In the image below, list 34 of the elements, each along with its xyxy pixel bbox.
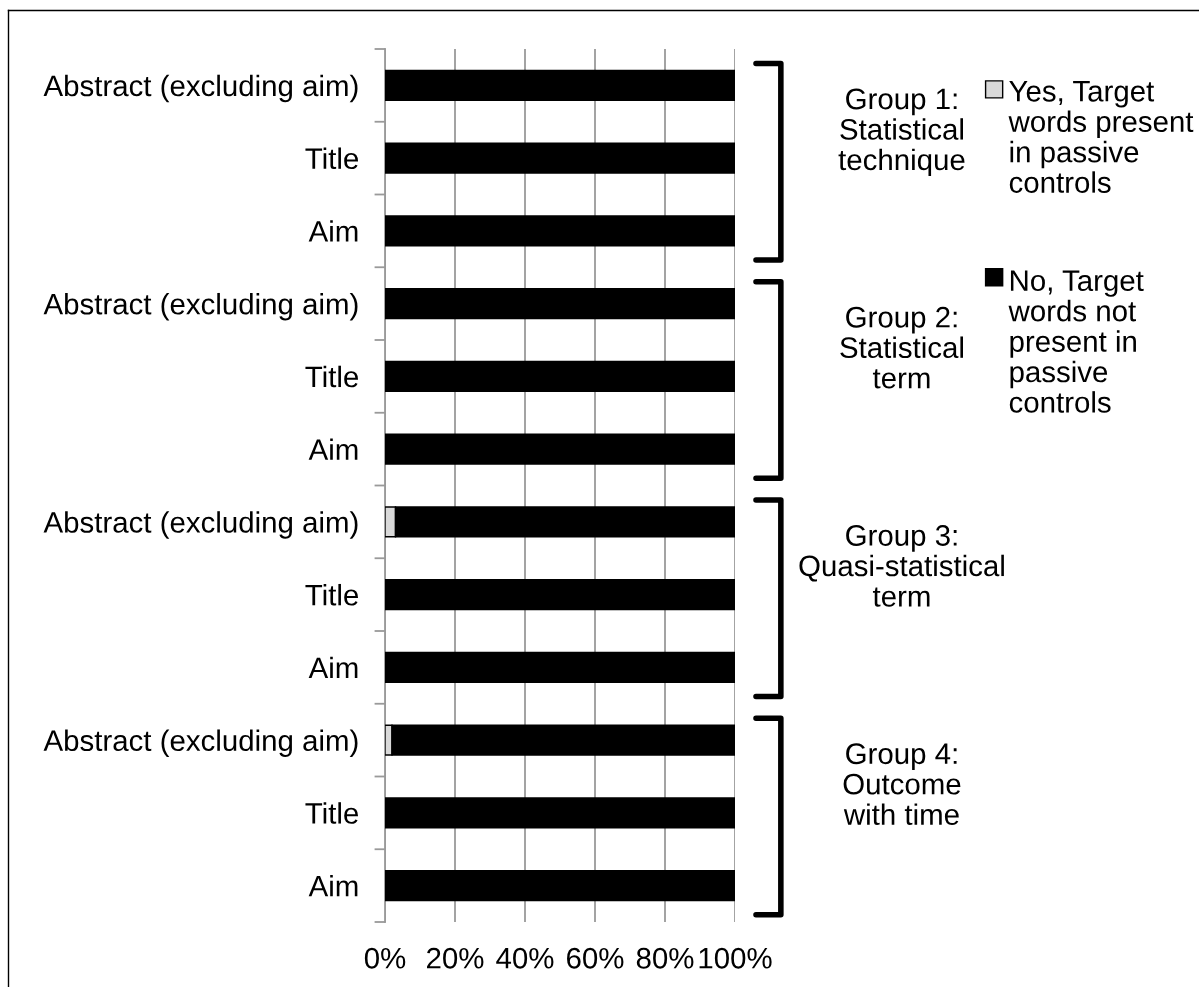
- bar: [385, 288, 735, 320]
- bar: [385, 579, 735, 611]
- text: Group 1: Statistical technique: [838, 88, 965, 177]
- bar: [385, 69, 735, 101]
- x-tick-label: 40%: [496, 947, 554, 969]
- y-tick-label: Title: [305, 802, 358, 824]
- x-tick-label: 60%: [567, 947, 624, 969]
- bar: [385, 433, 735, 465]
- bar: [385, 215, 735, 247]
- y-tick-label: Abstract (excluding aim): [43, 74, 358, 103]
- y-tick-label: Aim: [308, 874, 358, 897]
- legend-label: No, Target words not present in passive controls: [1008, 270, 1144, 413]
- x-tick-label: 100%: [699, 947, 772, 969]
- bar: [385, 142, 735, 174]
- bar: [385, 651, 735, 683]
- y-tick-label: Title: [305, 147, 358, 170]
- bar: [385, 360, 735, 392]
- y-tick-label: Abstract (excluding aim): [43, 729, 358, 757]
- x-tick-label: 80%: [636, 947, 694, 969]
- y-tick-label: Aim: [308, 656, 358, 679]
- y-tick-label: Title: [305, 365, 358, 388]
- y-tick-label: Abstract (excluding aim): [43, 292, 358, 321]
- bar: [385, 870, 735, 902]
- y-tick-label: Abstract (excluding aim): [43, 511, 358, 539]
- text: Group 2: Statistical term: [840, 306, 963, 389]
- text: Group 3: Quasi-statistical term: [799, 525, 1004, 607]
- y-tick-label: Title: [305, 583, 358, 606]
- text: Group 4: Outcome with time: [843, 743, 961, 826]
- legend-label: Yes, Target words present in passive controls: [1008, 81, 1194, 193]
- y-tick-label: Aim: [308, 438, 358, 460]
- bar: [385, 797, 735, 829]
- x-tick-label: 0%: [364, 947, 406, 969]
- y-tick-label: Aim: [308, 220, 358, 242]
- x-tick-label: 20%: [427, 947, 484, 969]
